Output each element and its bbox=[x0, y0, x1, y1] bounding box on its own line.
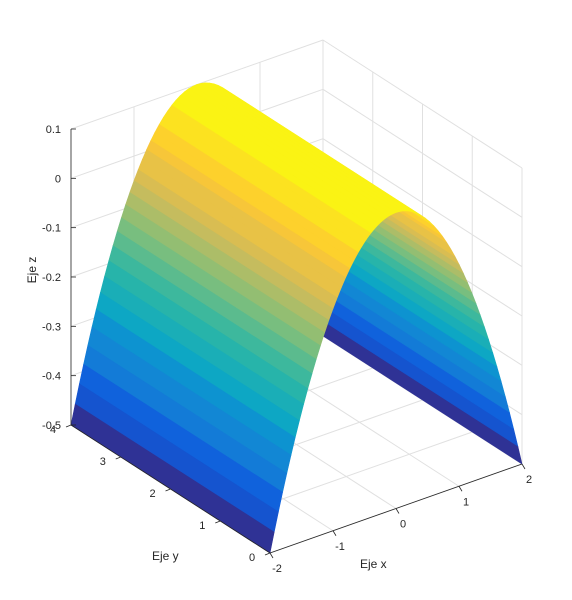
y-tick-mark-1 bbox=[215, 520, 221, 524]
x-tick-label-3: 1 bbox=[463, 496, 469, 508]
axes bbox=[65, 128, 526, 559]
x-tick-mark-4 bbox=[521, 463, 526, 470]
y-tick-label-2: 2 bbox=[149, 488, 155, 500]
y-tick-label-3: 3 bbox=[100, 456, 106, 468]
y-axis-label: Eje y bbox=[152, 549, 179, 563]
surface bbox=[70, 82, 523, 554]
y-tick-mark-4 bbox=[65, 424, 72, 428]
tick-labels: -2 -1 0 1 2 0 1 2 3 4-0.5 -0.4 -0.3 -0.2 -0.1 0 0.1 bbox=[42, 124, 532, 575]
x-tick-mark-2 bbox=[395, 508, 400, 514]
z-tick-label-2: -0.3 bbox=[42, 321, 61, 333]
y-tick-label-4: 4 bbox=[50, 424, 56, 436]
x-axis-label: Eje x bbox=[360, 557, 387, 571]
z-tick-label-4: -0.1 bbox=[42, 223, 61, 235]
grid-line-backwall-z-4 bbox=[322, 138, 523, 268]
x-tick-label-1: -1 bbox=[335, 541, 345, 553]
y-tick-mark-2 bbox=[165, 488, 171, 492]
z-tick-label-6: 0.1 bbox=[46, 124, 61, 136]
x-tick-mark-1 bbox=[332, 530, 337, 536]
y-tick-mark-3 bbox=[115, 456, 121, 460]
z-tick-label-1: -0.4 bbox=[42, 371, 61, 383]
z-tick-label-0: -0.5 bbox=[42, 420, 61, 432]
z-tick-label-5: 0 bbox=[55, 173, 61, 185]
x-tick-label-0: -2 bbox=[272, 563, 282, 575]
y-tick-label-1: 1 bbox=[199, 520, 205, 532]
grid-line-backwall-z-5 bbox=[322, 88, 523, 218]
z-axis-label: Eje z bbox=[25, 257, 39, 284]
y-tick-mark-0 bbox=[264, 552, 271, 556]
z-tick-label-3: -0.2 bbox=[42, 272, 61, 284]
x-tick-label-2: 0 bbox=[400, 519, 406, 531]
x-tick-mark-3 bbox=[458, 486, 463, 492]
y-tick-label-0: 0 bbox=[249, 552, 255, 564]
x-tick-label-4: 2 bbox=[526, 474, 532, 486]
x-tick-mark-0 bbox=[269, 552, 274, 559]
grid-line-backwall-z-6 bbox=[322, 39, 523, 169]
